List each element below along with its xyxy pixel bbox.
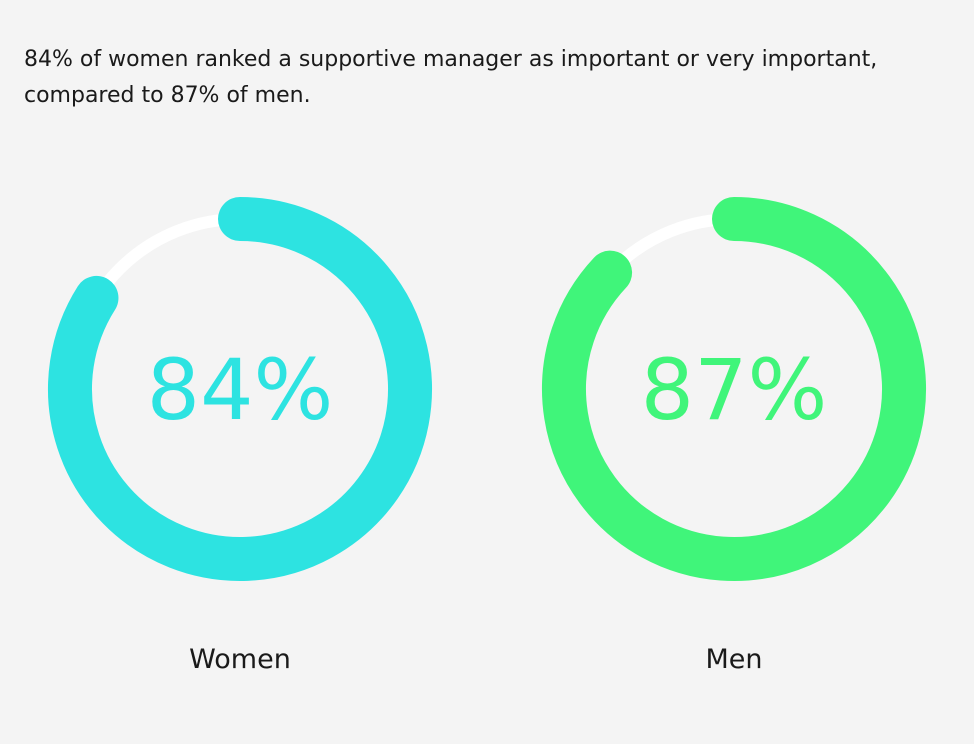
- chart-headline: 84% of women ranked a supportive manager…: [24, 47, 878, 108]
- donut-value-women: 84%: [147, 341, 334, 439]
- donut-women: 84% Women: [48, 197, 432, 675]
- donut-value-men: 87%: [641, 341, 828, 439]
- donut-label-men: Men: [705, 644, 762, 675]
- donut-men: 87% Men: [542, 197, 926, 675]
- donut-label-women: Women: [189, 644, 291, 675]
- donut-arc-women: [48, 197, 432, 581]
- donut-arc-men: [542, 197, 926, 581]
